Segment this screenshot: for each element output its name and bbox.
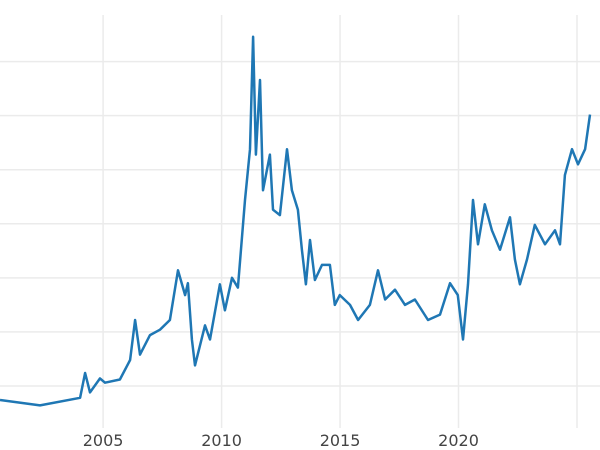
x-tick-label: 2005 [83, 431, 124, 450]
x-tick-label: 2015 [320, 431, 361, 450]
x-axis-ticks: 2005 2010 2015 2020 [83, 431, 479, 450]
series-layer [0, 35, 592, 407]
x-tick-label: 2010 [201, 431, 242, 450]
series-line [0, 35, 592, 407]
grid [0, 15, 600, 428]
x-tick-label: 2020 [438, 431, 479, 450]
